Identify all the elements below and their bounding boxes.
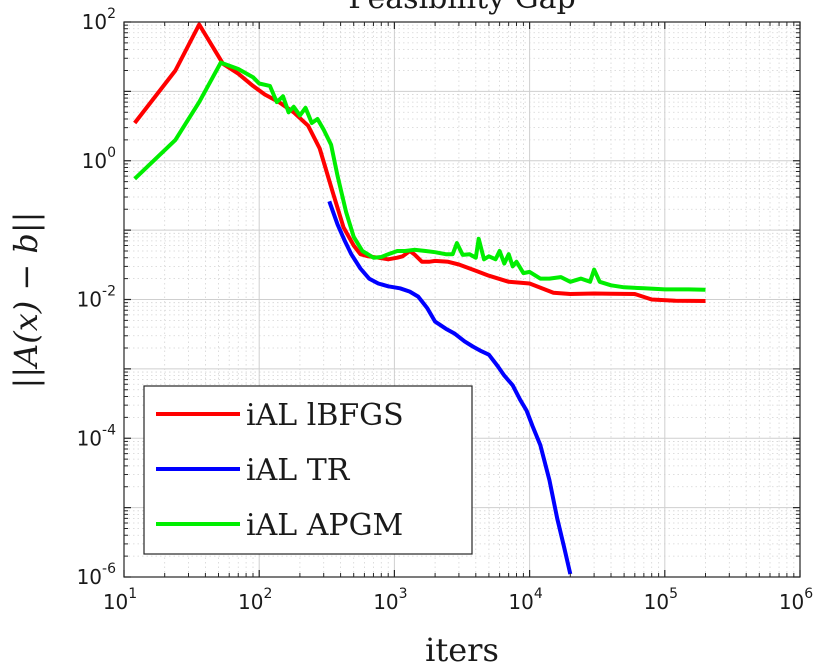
legend: iAL lBFGS iAL TR iAL APGM xyxy=(143,385,473,555)
x-tick-label: 101 xyxy=(103,586,137,614)
x-axis-label: iters xyxy=(425,631,499,669)
x-tick-label: 105 xyxy=(644,586,678,614)
series-layer xyxy=(133,22,706,575)
y-tick-label: 100 xyxy=(82,145,116,173)
legend-label-1: iAL lBFGS xyxy=(246,398,404,433)
x-tick-label: 106 xyxy=(779,586,813,614)
x-tick-label: 102 xyxy=(238,586,272,614)
legend-label-2: iAL TR xyxy=(246,453,351,488)
y-axis-label: ||A(x) − b|| xyxy=(7,212,45,389)
series-line-1 xyxy=(133,22,706,303)
y-tick-label: 10-6 xyxy=(77,561,117,589)
chart-title: Feasibility Gap xyxy=(348,0,575,16)
ticks xyxy=(123,21,801,578)
x-tick-label: 104 xyxy=(508,586,542,614)
y-tick-label: 10-2 xyxy=(77,284,116,312)
y-tick-label: 102 xyxy=(82,6,116,34)
series-line-3 xyxy=(133,60,706,292)
x-tick-label: 103 xyxy=(373,586,407,614)
series-line-2 xyxy=(327,200,573,575)
y-tick-label: 10-4 xyxy=(77,422,117,450)
tick-labels: 101 102 103 104 105 106 10-6 10-4 10-2 100 102 xyxy=(77,6,814,614)
legend-label-3: iAL APGM xyxy=(246,508,403,543)
